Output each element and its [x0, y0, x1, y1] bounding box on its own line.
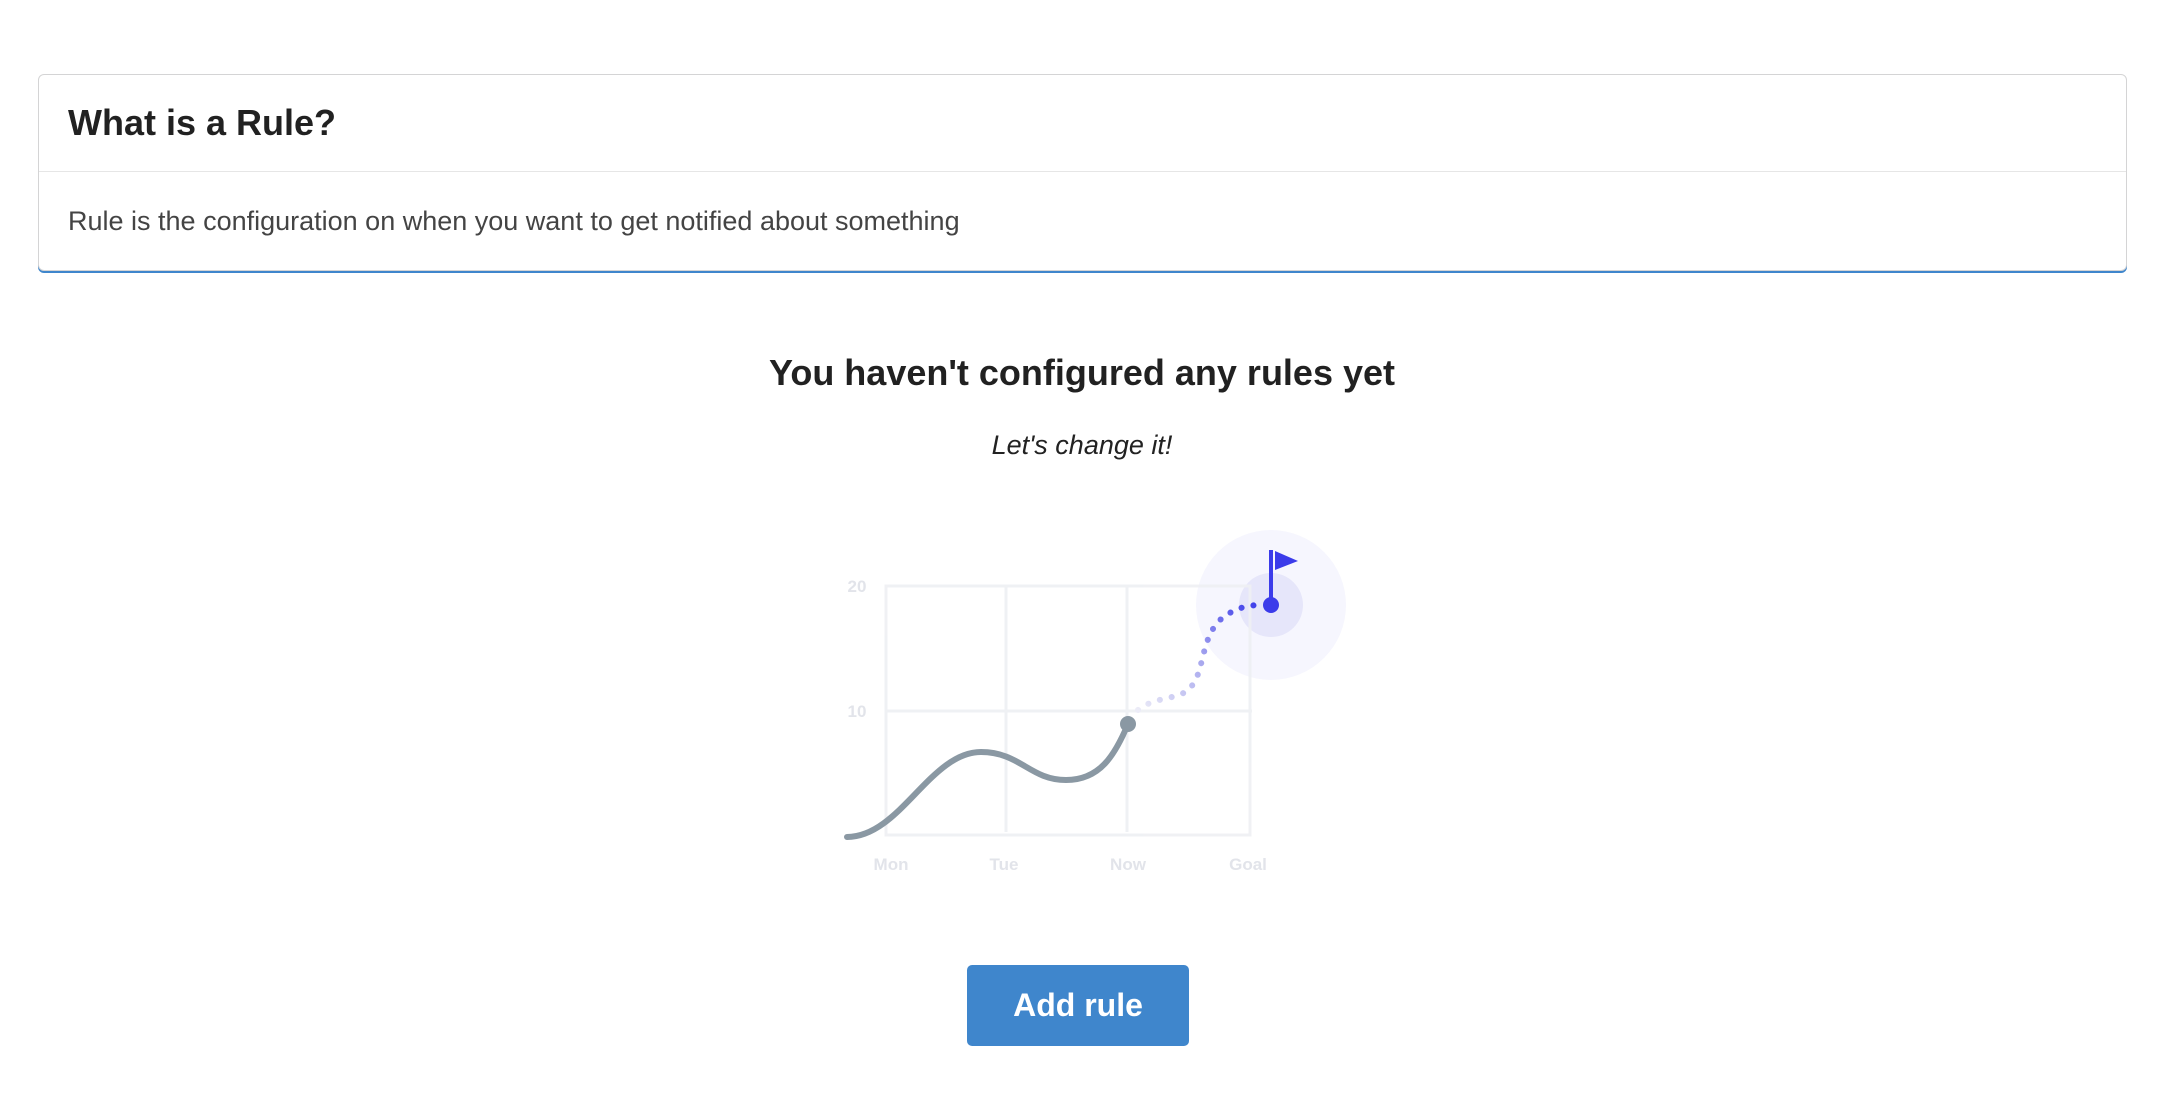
empty-state-title: You haven't configured any rules yet [768, 352, 1396, 393]
projected-dotted-line [1135, 602, 1265, 713]
card-title: What is a Rule? [39, 75, 2126, 172]
x-label-now: Now [1110, 855, 1147, 874]
x-label-goal: Goal [1229, 855, 1267, 874]
flag-icon [1275, 551, 1298, 570]
y-label-20: 20 [848, 577, 867, 596]
grid [884, 584, 1252, 837]
progress-line [844, 721, 1131, 840]
x-label-tue: Tue [990, 855, 1019, 874]
add-rule-button[interactable]: Add rule [967, 965, 1189, 1046]
empty-state-subtitle: Let's change it! [991, 430, 1173, 460]
y-label-10: 10 [848, 702, 867, 721]
x-label-mon: Mon [874, 855, 909, 874]
now-dot [1120, 716, 1136, 732]
what-is-rule-card: What is a Rule? Rule is the configuratio… [38, 74, 2127, 271]
card-description: Rule is the configuration on when you wa… [68, 205, 960, 236]
